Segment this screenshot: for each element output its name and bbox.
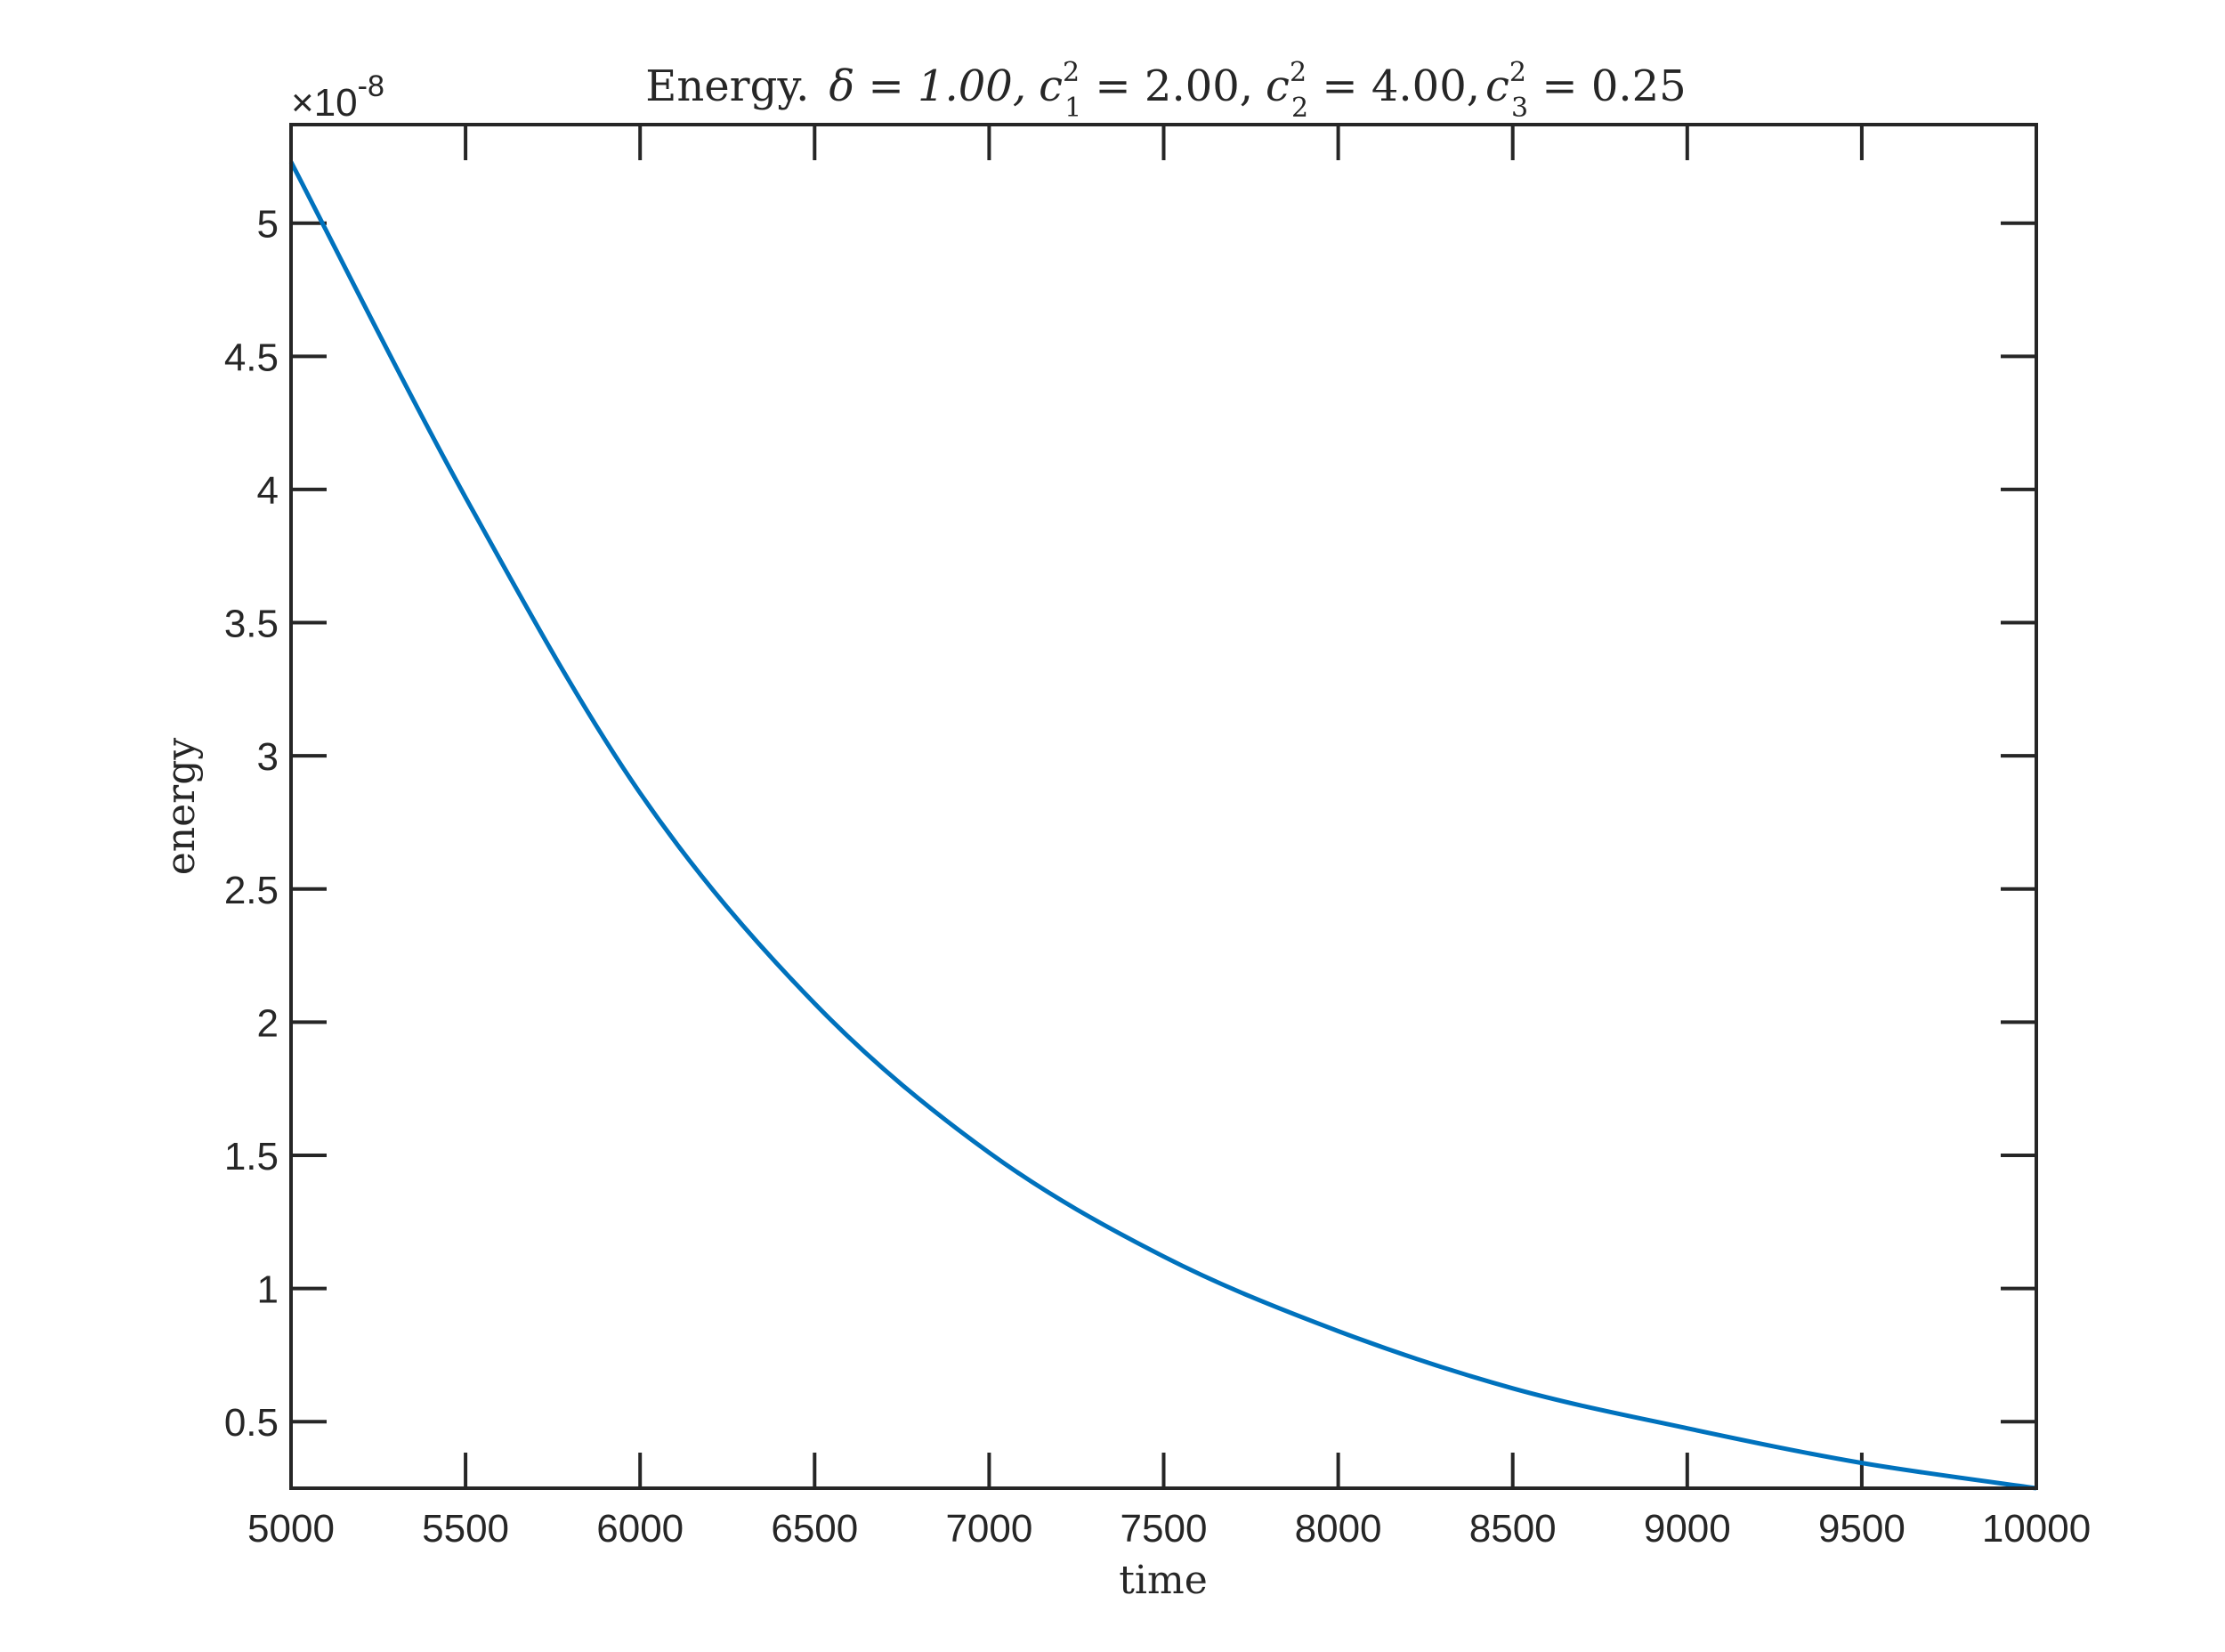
title-c3-sup: 2 xyxy=(1509,57,1526,88)
x-tick-label: 8500 xyxy=(1469,1507,1557,1551)
chart-title: Energy. δ = 1.00, c2 1 = 2.00, c2 2 = 4.00, c2… xyxy=(645,57,1686,124)
title-c2-val: = 4.00, xyxy=(1308,61,1480,111)
x-tick-labels: 5000 5500 6000 6500 7000 7500 8000 8500 9000 9500… xyxy=(247,1507,2091,1551)
x-tick-label: 7500 xyxy=(1121,1507,1208,1551)
title-c1-sub: 1 xyxy=(1064,93,1081,124)
y-tick-label: 1 xyxy=(257,1268,279,1312)
x-tick-label: 5000 xyxy=(247,1507,335,1551)
y-multiplier-exponent: -8 xyxy=(358,69,384,103)
series-line-energy xyxy=(288,160,2037,1491)
title-c3-val: = 0.25 xyxy=(1528,61,1687,111)
x-axis-label: time xyxy=(1119,1558,1208,1603)
tick-marks xyxy=(289,125,2038,1488)
y-tick-labels: 0.5 1 1.5 2 2.5 3 3.5 4 4.5 5 xyxy=(224,203,279,1445)
y-tick-label: 1.5 xyxy=(224,1135,279,1178)
x-tick-label: 7000 xyxy=(945,1507,1032,1551)
title-c2-sub: 2 xyxy=(1291,93,1308,124)
y-axis-multiplier: ×10-8 xyxy=(291,69,384,125)
x-tick-label: 9500 xyxy=(1818,1507,1905,1551)
title-c3: c xyxy=(1485,61,1509,111)
y-tick-label: 2 xyxy=(257,1001,279,1045)
title-delta: δ = 1.00, xyxy=(829,61,1026,111)
x-tick-label: 6000 xyxy=(596,1507,684,1551)
title-c1-val: = 2.00, xyxy=(1081,61,1253,111)
plot-area xyxy=(291,125,2036,1488)
y-tick-label: 2.5 xyxy=(224,869,279,912)
x-tick-label: 9000 xyxy=(1644,1507,1731,1551)
y-tick-label: 5 xyxy=(257,203,279,247)
y-multiplier-base: ×10 xyxy=(291,81,358,125)
title-c1-sup: 2 xyxy=(1063,57,1080,88)
y-tick-label: 0.5 xyxy=(224,1401,279,1445)
axes-box xyxy=(289,123,2038,1490)
y-tick-label: 4.5 xyxy=(224,336,279,379)
y-tick-label: 3 xyxy=(257,735,279,779)
series-group xyxy=(288,160,2037,1491)
x-tick-label: 6500 xyxy=(771,1507,858,1551)
title-c2-sup: 2 xyxy=(1290,57,1307,88)
y-axis-label: energy xyxy=(158,738,204,876)
title-c3-sub: 3 xyxy=(1511,93,1528,124)
y-tick-label: 4 xyxy=(257,469,279,513)
title-prefix: Energy. xyxy=(645,61,809,111)
x-tick-label: 8000 xyxy=(1295,1507,1382,1551)
y-tick-label: 3.5 xyxy=(224,603,279,646)
x-tick-label: 10000 xyxy=(1982,1507,2091,1551)
title-c2: c xyxy=(1266,61,1290,111)
x-tick-label: 5500 xyxy=(422,1507,509,1551)
title-c1: c xyxy=(1039,61,1063,111)
